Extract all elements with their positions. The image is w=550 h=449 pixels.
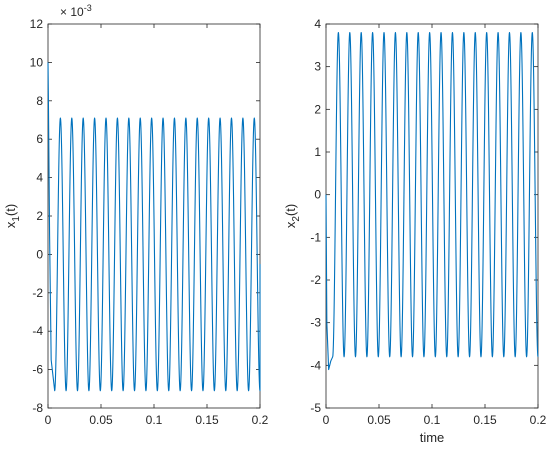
x-tick-label: 0 <box>323 413 330 427</box>
y-tick-label: -5 <box>310 401 321 415</box>
right-x-ticks: 0 0.05 0.1 0.15 0.2 <box>323 24 547 427</box>
left-y-exponent-label: × 10-3 <box>60 3 92 19</box>
y-tick-label: -4 <box>32 324 43 338</box>
left-x-ticks: 0 0.05 0.1 0.15 0.2 <box>45 24 269 427</box>
y-tick-label: 3 <box>314 60 321 74</box>
y-tick-label: 8 <box>36 94 43 108</box>
right-axes: 0 0.05 0.1 0.15 0.2 -5 -4 -3 -2 -1 0 1 2 3 4 x2(t) ti… <box>283 17 547 445</box>
x1-series-line <box>47 62 261 392</box>
right-y-axis-label: x2(t) <box>283 204 302 228</box>
y-tick-label: -3 <box>310 316 321 330</box>
y-tick-label: -6 <box>32 363 43 377</box>
y-tick-label: 4 <box>36 171 43 185</box>
y-tick-label: 2 <box>314 102 321 116</box>
y-tick-label: -2 <box>310 273 321 287</box>
x-tick-label: 0.05 <box>89 413 113 427</box>
y-tick-label: -4 <box>310 358 321 372</box>
x-tick-label: 0.15 <box>473 413 497 427</box>
x-tick-label: 0.1 <box>146 413 163 427</box>
left-y-axis-label: x1(t) <box>3 204 22 228</box>
left-y-ticks: -8 -6 -4 -2 0 2 4 6 8 10 12 <box>30 17 260 415</box>
x-tick-label: 0.1 <box>424 413 441 427</box>
x-tick-label: 0.2 <box>530 413 547 427</box>
x-tick-label: 0.2 <box>252 413 269 427</box>
y-tick-label: 10 <box>30 55 44 69</box>
y-tick-label: 2 <box>36 209 43 223</box>
x-tick-label: 0.05 <box>367 413 391 427</box>
y-tick-label: 1 <box>314 145 321 159</box>
y-tick-label: 0 <box>36 247 43 261</box>
x-tick-label: 0 <box>45 413 52 427</box>
y-tick-label: -2 <box>32 286 43 300</box>
y-tick-label: 12 <box>30 17 44 31</box>
right-y-ticks: -5 -4 -3 -2 -1 0 1 2 3 4 <box>310 17 538 415</box>
x-tick-label: 0.15 <box>195 413 219 427</box>
y-tick-label: 6 <box>36 132 43 146</box>
y-tick-label: -1 <box>310 230 321 244</box>
y-tick-label: -8 <box>32 401 43 415</box>
y-tick-label: 0 <box>314 188 321 202</box>
y-tick-label: 4 <box>314 17 321 31</box>
right-x-axis-label: time <box>420 430 445 445</box>
x2-series-line <box>325 31 539 371</box>
